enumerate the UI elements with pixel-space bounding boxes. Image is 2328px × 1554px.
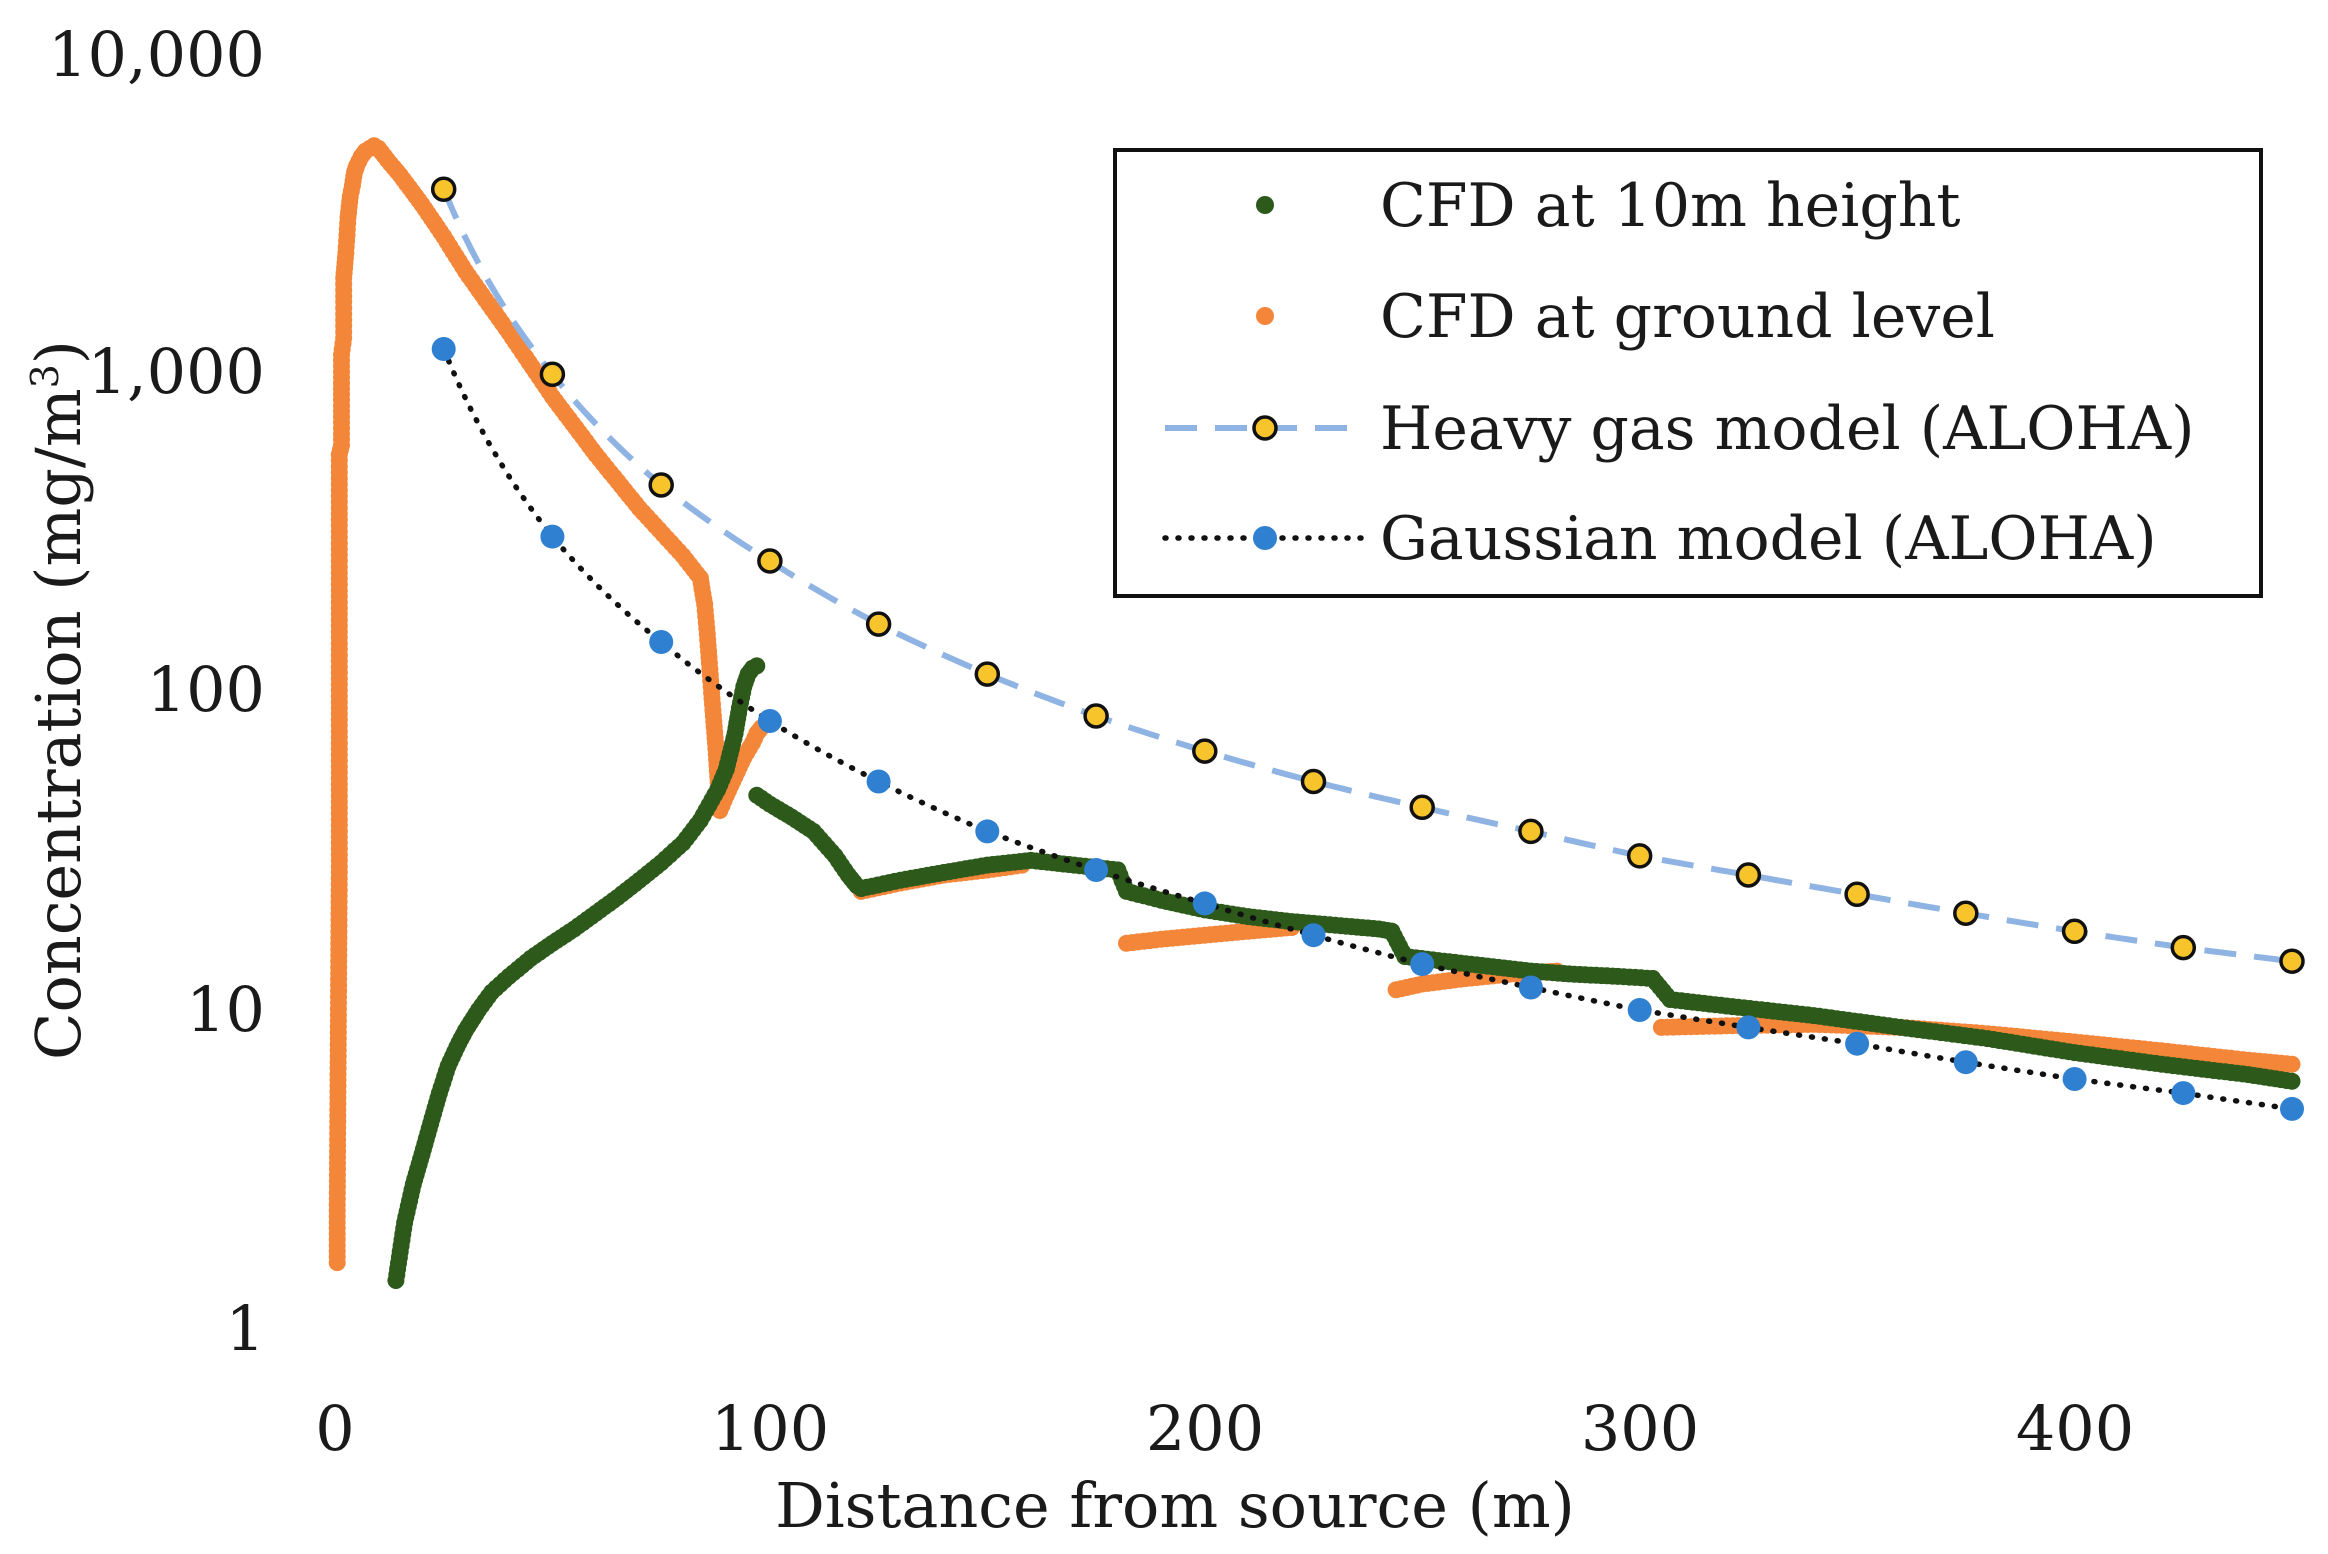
x-tick-label: 0	[315, 1392, 354, 1465]
series-gaussian-model	[431, 337, 2304, 1121]
x-axis: 0 100 200 300 400	[315, 1392, 2134, 1465]
y-axis-title-main: Concentration (mg/m	[22, 388, 95, 1060]
legend: CFD at 10m height CFD at ground level He…	[1113, 148, 2263, 598]
gaussian-point	[975, 819, 1000, 844]
y-tick-label: 10	[186, 973, 265, 1046]
gaussian-point	[1084, 858, 1109, 882]
y-axis: 10,000 1,000 100 10 1	[48, 18, 265, 1365]
y-tick-label: 1,000	[88, 335, 266, 408]
gaussian-point	[2171, 1081, 2196, 1106]
heavy-gas-point	[430, 176, 457, 202]
gaussian-point	[431, 337, 456, 361]
heavy-gas-point	[2279, 948, 2305, 974]
legend-label-cfd-10m: CFD at 10m height	[1380, 171, 1961, 241]
gaussian-point	[1736, 1015, 1761, 1040]
heavy-gas-point	[2061, 918, 2088, 945]
heavy-gas-point	[1844, 881, 1870, 908]
cfd-ground-point	[2283, 1055, 2301, 1073]
legend-marker-cfd-ground	[1256, 307, 1274, 325]
gaussian-point	[866, 769, 891, 794]
heavy-gas-point	[757, 548, 783, 574]
x-axis-title: Distance from source (m)	[775, 1469, 1575, 1542]
y-tick-label: 10,000	[48, 18, 265, 91]
gaussian-point	[1410, 952, 1435, 977]
legend-box	[1113, 148, 2263, 598]
legend-marker-heavy-gas	[1252, 415, 1278, 441]
heavy-gas-line	[440, 188, 2293, 965]
gaussian-point	[1953, 1050, 1978, 1075]
x-tick-label: 300	[1581, 1392, 1699, 1465]
x-tick-label: 100	[711, 1392, 829, 1465]
legend-marker-cfd-10m	[1256, 196, 1274, 214]
gaussian-point	[1192, 891, 1217, 916]
legend-marker-gaussian	[1253, 526, 1277, 550]
series-heavy-gas-model	[430, 176, 2305, 974]
legend-label-heavy-gas: Heavy gas model (ALOHA)	[1380, 394, 2195, 464]
gaussian-point	[540, 524, 565, 549]
gaussian-point	[757, 709, 782, 733]
legend-label-cfd-ground: CFD at ground level	[1380, 282, 1995, 352]
gaussian-point	[1845, 1031, 1870, 1056]
x-tick-label: 200	[1146, 1392, 1264, 1465]
cfd-10m-point	[2283, 1072, 2301, 1090]
heavy-gas-point	[1518, 818, 1544, 845]
y-axis-title: Concentration (mg/m3)	[22, 340, 95, 1060]
heavy-gas-point	[1192, 738, 1218, 764]
gaussian-point	[1301, 923, 1326, 948]
gaussian-line	[440, 346, 2295, 1112]
heavy-gas-point	[1953, 900, 1979, 926]
y-tick-label: 100	[147, 653, 265, 726]
gaussian-point	[649, 630, 674, 654]
gaussian-point	[1627, 998, 1652, 1022]
y-axis-title-end: )	[22, 340, 95, 364]
heavy-gas-point	[648, 472, 674, 498]
heavy-gas-point	[1735, 862, 1762, 888]
heavy-gas-point	[2170, 934, 2197, 961]
gaussian-point	[1518, 975, 1543, 1000]
gaussian-point	[2280, 1096, 2304, 1121]
heavy-gas-point	[1409, 794, 1435, 821]
y-tick-label: 1	[226, 1292, 265, 1365]
legend-label-gaussian: Gaussian model (ALOHA)	[1380, 504, 2157, 574]
x-tick-label: 400	[2016, 1392, 2134, 1465]
heavy-gas-point	[865, 611, 892, 637]
series-cfd-ground-level	[328, 137, 2301, 1272]
heavy-gas-point	[539, 361, 566, 388]
gaussian-point	[2062, 1067, 2087, 1091]
heavy-gas-point	[1626, 843, 1653, 869]
cfd-10m-point	[748, 657, 766, 675]
heavy-gas-point	[1300, 768, 1327, 795]
y-axis-title-superscript: 3	[23, 364, 67, 388]
heavy-gas-point	[974, 661, 1001, 687]
heavy-gas-point	[1083, 703, 1109, 729]
plot-area	[328, 137, 2305, 1289]
